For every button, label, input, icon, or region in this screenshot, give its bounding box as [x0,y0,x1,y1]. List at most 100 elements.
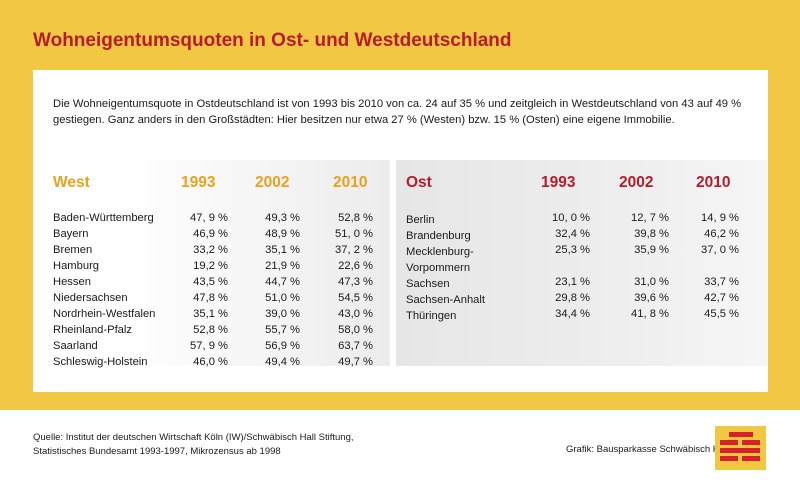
east-table: Ost 1993 2002 2010 Berlin 10, 0 % 12, 7 % 1… [396,160,768,366]
west-header-2010: 2010 [333,174,368,191]
east-value-2010-cell: 46,2 % [704,228,739,240]
east-header-2002: 2002 [619,174,654,191]
east-value-2002-cell: 31,0 % [634,276,669,288]
east-table-row: Sachsen-Anhalt 29,8 % 39,6 % 42,7 % [396,292,768,308]
west-value-2010-cell: 58,0 % [338,324,373,336]
west-region-cell: Rheinland-Pfalz [53,324,132,336]
west-value-2002-cell: 56,9 % [265,340,300,352]
page-title: Wohneigentumsquoten in Ost- und Westdeut… [33,30,512,51]
west-value-1993-cell: 47, 9 % [190,212,228,224]
east-table-row: Sachsen 23,1 % 31,0 % 33,7 % [396,276,768,292]
east-value-2010-cell: 37, 0 % [701,244,739,256]
west-header-1993: 1993 [181,174,216,191]
graphic-credit: Grafik: Bausparkasse Schwäbisch Hall [566,444,730,455]
west-region-cell: Hessen [53,276,91,288]
west-value-2010-cell: 63,7 % [338,340,373,352]
east-region-cell: Thüringen [406,310,457,322]
west-value-2002-cell: 51,0 % [265,292,300,304]
west-table-row: Nordrhein-Westfalen 35,1 % 39,0 % 43,0 % [33,308,390,324]
east-rows: Berlin 10, 0 % 12, 7 % 14, 9 % Brandenburg 32… [396,212,768,324]
west-value-2010-cell: 54,5 % [338,292,373,304]
west-value-1993-cell: 46,9 % [193,228,228,240]
west-header-region: West [53,174,90,191]
west-region-cell: Schleswig-Holstein [53,356,148,368]
west-region-cell: Hamburg [53,260,100,272]
source-line-2: Statistisches Bundesamt 1993-1997, Mikro… [33,446,281,457]
west-value-1993-cell: 33,2 % [193,244,228,256]
west-table: West 1993 2002 2010 Baden-Württemberg 47,… [33,160,390,368]
source-line-1: Quelle: Institut der deutschen Wirtschaf… [33,432,354,443]
east-value-2010-cell: 33,7 % [704,276,739,288]
east-region-cell: Mecklenburg-Vorpommern [406,246,474,274]
west-value-2002-cell: 55,7 % [265,324,300,336]
west-value-2010-cell: 52,8 % [338,212,373,224]
east-value-1993-cell: 34,4 % [555,308,590,320]
east-value-1993-cell: 10, 0 % [552,212,590,224]
west-table-row: Hessen 43,5 % 44,7 % 47,3 % [33,276,390,292]
west-value-2010-cell: 37, 2 % [335,244,373,256]
east-header-1993: 1993 [541,174,576,191]
east-value-2010-cell: 14, 9 % [701,212,739,224]
west-value-1993-cell: 52,8 % [193,324,228,336]
west-region-cell: Nordrhein-Westfalen [53,308,156,320]
west-value-2010-cell: 22,6 % [338,260,373,272]
west-table-row: Bremen 33,2 % 35,1 % 37, 2 % [33,244,390,260]
west-table-row: Schleswig-Holstein 46,0 % 49,4 % 49,7 % [33,356,390,372]
west-value-1993-cell: 57, 9 % [190,340,228,352]
east-table-row: Thüringen 34,4 % 41, 8 % 45,5 % [396,308,768,324]
west-value-1993-cell: 43,5 % [193,276,228,288]
west-value-2010-cell: 47,3 % [338,276,373,288]
west-value-1993-cell: 46,0 % [193,356,228,368]
east-table-row: Brandenburg 32,4 % 39,8 % 46,2 % [396,228,768,244]
west-value-2002-cell: 48,9 % [265,228,300,240]
west-region-cell: Niedersachsen [53,292,128,304]
east-value-2002-cell: 41, 8 % [631,308,669,320]
west-region-cell: Bremen [53,244,93,256]
east-region-cell: Berlin [406,214,435,226]
east-value-2010-cell: 45,5 % [704,308,739,320]
intro-text: Die Wohneigentumsquote in Ostdeutschland… [53,98,742,126]
east-value-2002-cell: 39,8 % [634,228,669,240]
west-value-2002-cell: 21,9 % [265,260,300,272]
east-table-row: Mecklenburg-Vorpommern 25,3 % 35,9 % 37, 0 … [396,244,768,276]
east-value-2010-cell: 42,7 % [704,292,739,304]
west-value-2002-cell: 39,0 % [265,308,300,320]
west-value-2002-cell: 44,7 % [265,276,300,288]
west-value-2002-cell: 49,4 % [265,356,300,368]
east-region-cell: Brandenburg [406,230,471,242]
west-value-1993-cell: 35,1 % [193,308,228,320]
west-table-row: Niedersachsen 47,8 % 51,0 % 54,5 % [33,292,390,308]
west-table-row: Bayern 46,9 % 48,9 % 51, 0 % [33,228,390,244]
east-value-1993-cell: 32,4 % [555,228,590,240]
west-value-1993-cell: 47,8 % [193,292,228,304]
east-value-2002-cell: 12, 7 % [631,212,669,224]
west-table-row: Baden-Württemberg 47, 9 % 49,3 % 52,8 % [33,212,390,228]
source-note: Quelle: Institut der deutschen Wirtschaf… [33,431,354,459]
west-value-2010-cell: 49,7 % [338,356,373,368]
west-region-cell: Saarland [53,340,98,352]
schwaebisch-hall-logo-icon [715,426,766,470]
west-value-2010-cell: 43,0 % [338,308,373,320]
west-value-2002-cell: 49,3 % [265,212,300,224]
west-rows: Baden-Württemberg 47, 9 % 49,3 % 52,8 % Baye… [33,212,390,372]
east-value-1993-cell: 29,8 % [555,292,590,304]
east-region-cell: Sachsen [406,278,450,290]
west-value-1993-cell: 19,2 % [193,260,228,272]
east-value-2002-cell: 35,9 % [634,244,669,256]
west-value-2002-cell: 35,1 % [265,244,300,256]
west-value-2010-cell: 51, 0 % [335,228,373,240]
east-header-region: Ost [406,174,432,191]
east-region-cell: Sachsen-Anhalt [406,294,485,306]
east-value-1993-cell: 23,1 % [555,276,590,288]
east-header-2010: 2010 [696,174,731,191]
west-table-row: Rheinland-Pfalz 52,8 % 55,7 % 58,0 % [33,324,390,340]
west-header-2002: 2002 [255,174,290,191]
west-region-cell: Baden-Württemberg [53,212,154,224]
west-table-row: Saarland 57, 9 % 56,9 % 63,7 % [33,340,390,356]
west-region-cell: Bayern [53,228,89,240]
east-table-row: Berlin 10, 0 % 12, 7 % 14, 9 % [396,212,768,228]
east-value-2002-cell: 39,6 % [634,292,669,304]
east-value-1993-cell: 25,3 % [555,244,590,256]
west-table-row: Hamburg 19,2 % 21,9 % 22,6 % [33,260,390,276]
content-card: Die Wohneigentumsquote in Ostdeutschland… [33,70,768,392]
